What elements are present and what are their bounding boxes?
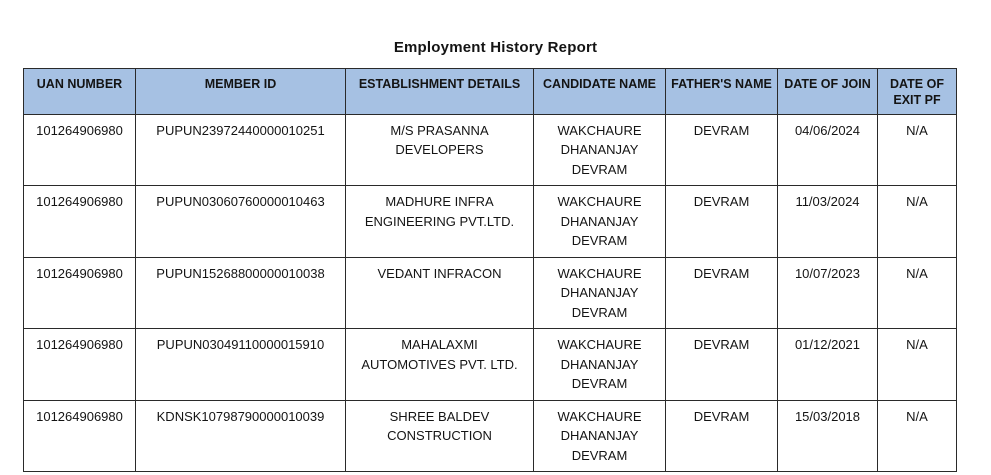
candidate-name-cell: WAKCHAURE DHANANJAY DEVRAM — [533, 185, 666, 258]
candidate-name-cell: WAKCHAURE DHANANJAY DEVRAM — [533, 113, 666, 186]
candidate-name-cell: WAKCHAURE DHANANJAY DEVRAM — [533, 328, 666, 401]
fathers-name-cell: DEVRAM — [665, 113, 778, 186]
candidate-name-cell: WAKCHAURE DHANANJAY DEVRAM — [533, 256, 666, 329]
date-of-join-cell: 04/06/2024 — [777, 113, 878, 186]
candidate-name-cell: WAKCHAURE DHANANJAY DEVRAM — [533, 399, 666, 472]
fathers-name-cell: DEVRAM — [665, 399, 778, 472]
member-id-cell: PUPUN15268800000010038 — [135, 256, 346, 329]
date-of-exit-pf-cell: N/A — [877, 328, 957, 401]
page-title: Employment History Report — [393, 39, 598, 56]
col-header-candidate-name: CANDIDATE NAME — [533, 68, 666, 115]
establishment-details-cell: MAHALAXMI AUTOMOTIVES PVT. LTD. — [345, 328, 534, 401]
establishment-details-cell: M/S PRASANNA DEVELOPERS — [345, 113, 534, 186]
date-of-join-cell: 11/03/2024 — [777, 185, 878, 258]
col-header-date-of-exit-pf: DATE OF EXIT PF — [877, 68, 957, 115]
table-row: 101264906980 PUPUN23972440000010251 M/S … — [23, 113, 957, 186]
date-of-join-cell: 01/12/2021 — [777, 328, 878, 401]
employment-history-table: UAN NUMBER MEMBER ID ESTABLISHMENT DETAI… — [23, 68, 957, 472]
table-row: 101264906980 KDNSK10798790000010039 SHRE… — [23, 399, 957, 472]
establishment-details-cell: VEDANT INFRACON — [345, 256, 534, 329]
date-of-exit-pf-cell: N/A — [877, 113, 957, 186]
fathers-name-cell: DEVRAM — [665, 185, 778, 258]
member-id-cell: PUPUN23972440000010251 — [135, 113, 346, 186]
member-id-cell: KDNSK10798790000010039 — [135, 399, 346, 472]
uan-number-cell: 101264906980 — [23, 185, 136, 258]
col-header-member-id: MEMBER ID — [135, 68, 346, 115]
col-header-fathers-name: FATHER'S NAME — [665, 68, 778, 115]
col-header-uan-number: UAN NUMBER — [23, 68, 136, 115]
table-row: 101264906980 PUPUN03060760000010463 MADH… — [23, 185, 957, 258]
uan-number-cell: 101264906980 — [23, 256, 136, 329]
table-header-row: UAN NUMBER MEMBER ID ESTABLISHMENT DETAI… — [23, 68, 957, 115]
uan-number-cell: 101264906980 — [23, 328, 136, 401]
member-id-cell: PUPUN03060760000010463 — [135, 185, 346, 258]
table-row: 101264906980 PUPUN15268800000010038 VEDA… — [23, 256, 957, 329]
fathers-name-cell: DEVRAM — [665, 256, 778, 329]
uan-number-cell: 101264906980 — [23, 113, 136, 186]
date-of-exit-pf-cell: N/A — [877, 256, 957, 329]
table-row: 101264906980 PUPUN03049110000015910 MAHA… — [23, 328, 957, 401]
date-of-join-cell: 10/07/2023 — [777, 256, 878, 329]
date-of-exit-pf-cell: N/A — [877, 185, 957, 258]
col-header-establishment-details: ESTABLISHMENT DETAILS — [345, 68, 534, 115]
establishment-details-cell: SHREE BALDEV CONSTRUCTION — [345, 399, 534, 472]
col-header-date-of-join: DATE OF JOIN — [777, 68, 878, 115]
date-of-join-cell: 15/03/2018 — [777, 399, 878, 472]
fathers-name-cell: DEVRAM — [665, 328, 778, 401]
establishment-details-cell: MADHURE INFRA ENGINEERING PVT.LTD. — [345, 185, 534, 258]
member-id-cell: PUPUN03049110000015910 — [135, 328, 346, 401]
uan-number-cell: 101264906980 — [23, 399, 136, 472]
date-of-exit-pf-cell: N/A — [877, 399, 957, 472]
